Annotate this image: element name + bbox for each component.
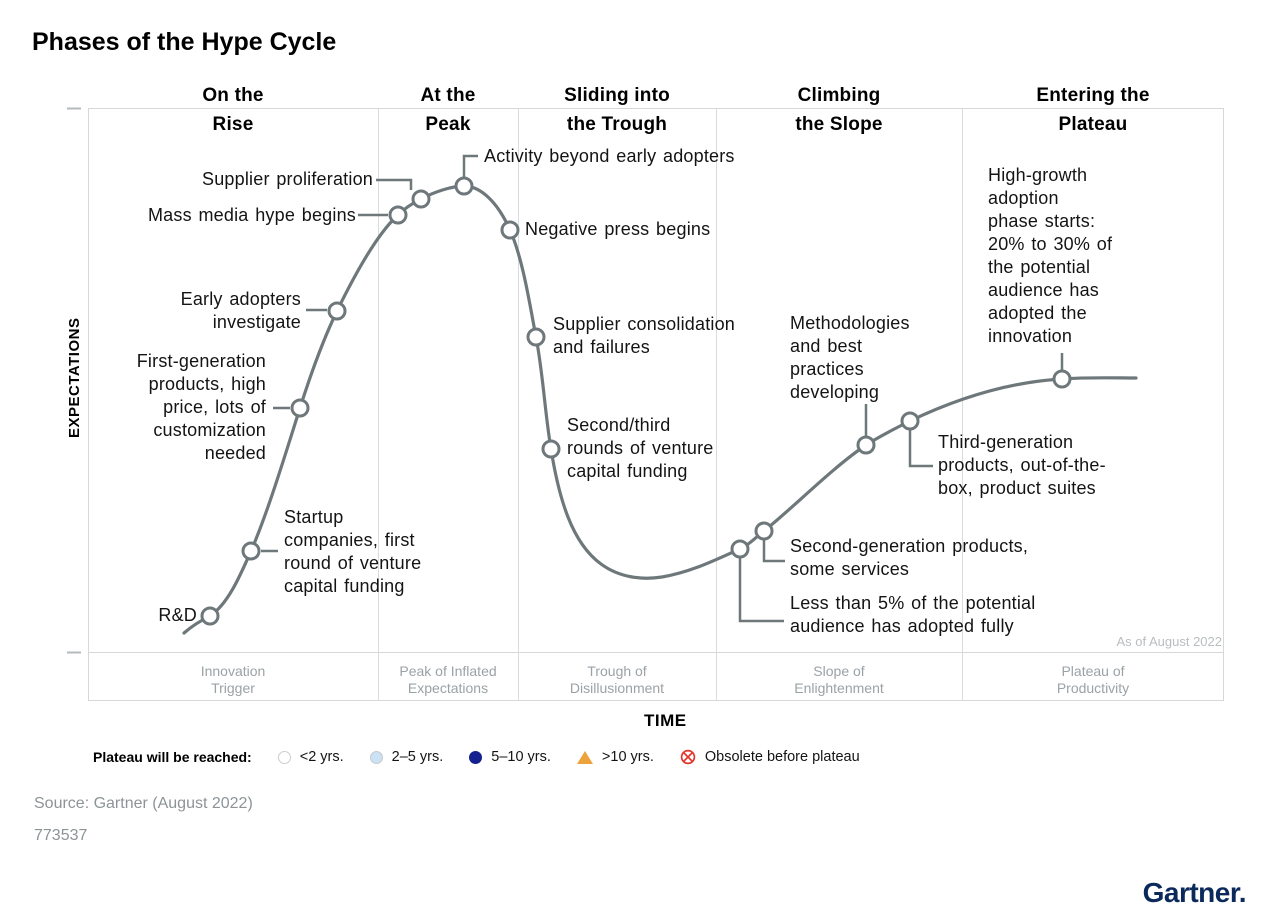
milestone-dot [388,205,408,225]
phase-header-at-the-peak: At the Peak [420,85,476,135]
light-blue-circle-icon [369,750,383,764]
axis-label-peak-of-inflated-expectations: Peak of Inflated Expectations [399,663,497,696]
phase-header-sliding-into-trough: Sliding into the Trough [564,85,670,135]
legend-item-2-5-yrs: 2–5 yrs. [369,749,444,765]
annotation-supplier-consolidation: Supplier consolidation and failures [553,314,736,357]
axis-label-plateau-of-productivity: Plateau of Productivity [1056,663,1130,696]
annotation-activity-beyond: Activity beyond early adopters [484,146,735,166]
milestone-dot [526,327,546,347]
crossed-red-circle-icon [680,749,696,765]
milestone-dot [327,301,347,321]
milestone-dot [856,435,876,455]
annotation-r-and-d: R&D [158,605,197,625]
axis-label-innovation-trigger: Innovation Trigger [200,663,266,696]
source-line: Source: Gartner (August 2022) [34,795,253,812]
annotation-second-generation: Second-generation products, some service… [790,536,1029,579]
milestone-dot [241,541,261,561]
legend-item-label: Obsolete before plateau [704,749,860,765]
legend-item-label: 2–5 yrs. [391,749,444,765]
milestone-dot [730,539,750,559]
y-axis-label: EXPECTATIONS [66,317,83,439]
annotation-first-generation: First-generation products, high price, l… [136,351,266,463]
axis-label-trough-of-disillusionment: Trough of Disillusionment [569,663,665,696]
page-title: Phases of the Hype Cycle [32,28,337,56]
milestone-dot [754,521,774,541]
annotation-methodologies: Methodologies and best practices develop… [790,313,910,402]
phase-header-on-the-rise: On the Rise [202,85,264,135]
milestone-dot [454,176,474,196]
gartner-logo: Gartner. [1142,877,1247,908]
annotation-supplier-proliferation: Supplier proliferation [202,169,373,189]
annotation-startup: Startup companies, first round of ventur… [284,507,422,596]
leader-lines [261,154,1064,623]
axis-label-slope-of-enlightenment: Slope of Enlightenment [794,663,884,696]
annotation-early-adopters: Early adopters investigate [180,289,301,332]
leader-line [462,154,478,177]
annotation-second-third-rounds: Second/third rounds of venture capital f… [567,415,714,481]
milestone-dot [200,606,220,626]
milestone-dot [541,439,561,459]
annotation-mass-media: Mass media hype begins [147,205,356,225]
annotation-less-than-5: Less than 5% of the potential audience h… [790,593,1036,636]
milestone-dot [500,220,520,240]
legend-item-obsolete: Obsolete before plateau [680,749,860,765]
legend-item-label: 5–10 yrs. [491,749,551,765]
annotation-third-generation: Third-generation products, out-of-the- b… [938,432,1106,498]
phase-header-entering-plateau: Entering the Plateau [1036,85,1150,135]
document-id: 773537 [34,827,88,844]
milestone-dot [411,189,431,209]
plot-border [88,108,1224,701]
milestone-dot [900,411,920,431]
dark-blue-circle-icon [469,750,483,764]
leader-line [762,540,785,563]
legend-item-5-10-yrs: 5–10 yrs. [469,749,551,765]
legend-item-under-2-yrs: <2 yrs. [277,749,344,765]
legend-item-label: <2 yrs. [299,749,344,765]
hype-cycle-chart [67,107,1224,701]
leader-line [738,558,784,623]
milestone-dots [200,176,1072,626]
open-circle-icon [277,750,291,764]
annotation-high-growth: High-growth adoption phase starts: 20% t… [988,165,1113,346]
legend: Plateau will be reached: <2 yrs. 2–5 yrs… [93,744,860,770]
annotation-negative-press: Negative press begins [525,219,711,239]
milestone-dot [1052,369,1072,389]
leader-line [908,430,933,468]
milestone-dot [290,398,310,418]
legend-item-over-10-yrs: >10 yrs. [576,749,654,765]
leader-line [376,178,413,190]
legend-item-label: >10 yrs. [601,749,654,765]
legend-title: Plateau will be reached: [93,749,252,765]
phase-header-climbing-the-slope: Climbing the Slope [795,85,883,135]
x-axis-label: TIME [644,711,687,730]
as-of-date: As of August 2022 [1116,634,1222,649]
orange-triangle-icon [576,750,593,764]
